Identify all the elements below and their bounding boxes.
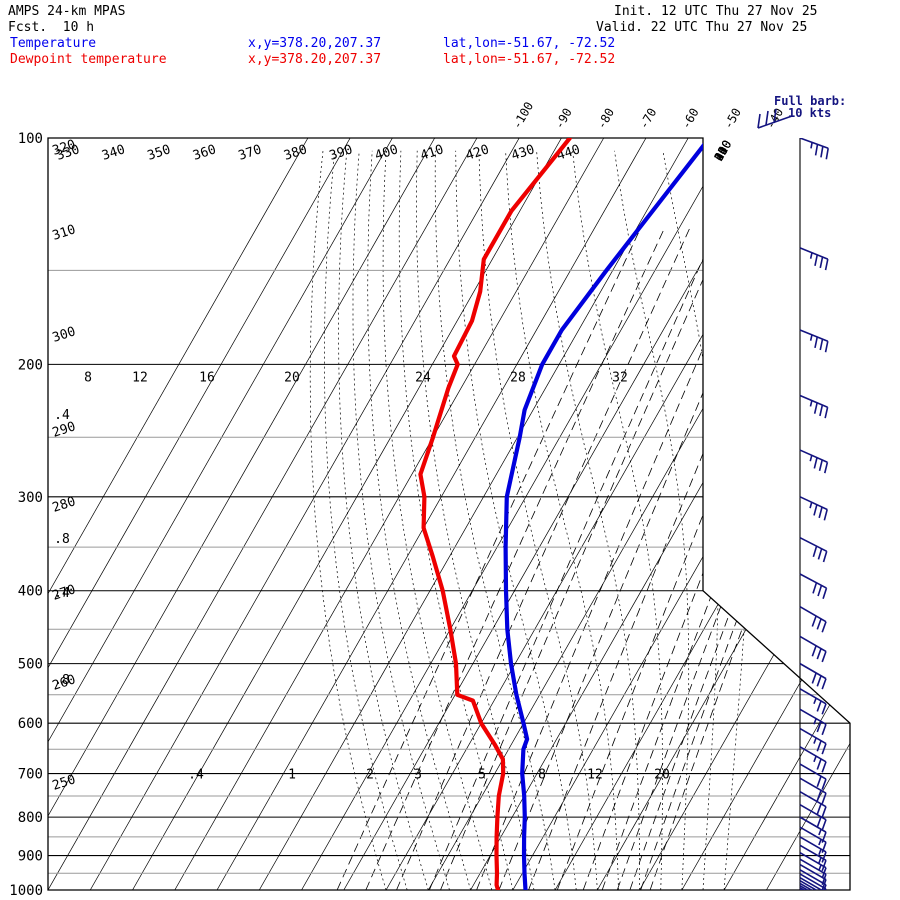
- top-temp-label: -70: [636, 106, 659, 132]
- right-temp-label: 40: [711, 144, 730, 164]
- moist-adiabat-lines: [309, 150, 752, 890]
- mixing-ratio-label: .4: [54, 408, 70, 423]
- mixing-ratio-label: 2: [366, 768, 374, 783]
- pressure-label: 500: [18, 657, 43, 673]
- mixing-ratio-label: 3: [414, 768, 422, 783]
- right-temp-label: 20: [711, 144, 730, 164]
- plot-frame: [47, 137, 851, 891]
- pressure-label: 800: [18, 810, 43, 826]
- dewpoint-latlon: lat,lon=-51.67, -72.52: [443, 52, 616, 67]
- theta-left-labels: 320 310 300 290 280 270 260 250: [51, 137, 78, 794]
- mixing-ratio-label: 8: [538, 768, 546, 783]
- mixing-ratio-label: 5: [478, 768, 486, 783]
- isobar-lines: [48, 137, 850, 891]
- mixing-ratio-label: 20: [284, 370, 300, 385]
- right-temp-label: 30: [711, 144, 730, 164]
- pressure-label: 400: [18, 584, 43, 600]
- right-temp-label: 10: [711, 144, 730, 164]
- theta-e-top-labels: 330 340 350 360 370 380 390 400 410 420 430 440: [55, 142, 582, 164]
- pressure-label: 300: [18, 490, 43, 506]
- temperature-latlon: lat,lon=-51.67, -72.52: [443, 36, 616, 51]
- pressure-label: 900: [18, 849, 43, 865]
- theta-e-label: 410: [419, 142, 446, 164]
- mixing-ratio-label: 28: [510, 370, 526, 385]
- theta-label: 290: [51, 419, 78, 441]
- mixing-ratio-label: 16: [199, 370, 215, 385]
- pressure-label: 1000: [9, 883, 43, 899]
- top-temp-label: -100: [510, 99, 537, 131]
- pressure-label: 700: [18, 767, 43, 783]
- top-temp-label: -80: [594, 106, 617, 132]
- theta-label: 310: [51, 222, 78, 244]
- forecast-hour: Fcst. 10 h: [8, 20, 95, 35]
- dry-adiabat-lines: [888, 138, 900, 890]
- wind-key-line2: 10 kts: [788, 106, 831, 120]
- mixing-ratio-label: 12: [132, 370, 148, 385]
- pressure-axis-labels: 100 200 300 400 500 600 700 800 900 1000: [9, 131, 43, 899]
- mixing-ratio-label: 32: [612, 370, 628, 385]
- wind-key-line1: Full barb:: [774, 94, 846, 108]
- theta-label: 280: [51, 494, 78, 516]
- wind-barb-key: Full barb: 10 kts: [757, 94, 846, 129]
- mixing-ratio-lines: [336, 228, 850, 890]
- theta-e-label: 340: [100, 142, 127, 164]
- theta-e-label: 330: [55, 142, 82, 164]
- pressure-label: 600: [18, 716, 43, 732]
- theta-label: 260: [51, 672, 78, 694]
- theta-e-label: 360: [191, 142, 218, 164]
- mixing-ratio-label: .4: [54, 586, 70, 601]
- theta-label: 270: [51, 582, 78, 604]
- mixing-ratio-labels: 8 12 16 20 24 28 32.4 1 2 3 5 8 12 20.4.8.4.8: [54, 370, 670, 782]
- wind-barbs: [799, 138, 829, 890]
- pressure-label: 100: [18, 131, 43, 147]
- temperature-legend-label: Temperature: [10, 36, 97, 51]
- dewpoint-trace: [418, 138, 572, 890]
- mixing-ratio-label: 20: [654, 768, 670, 783]
- dewpoint-xy: x,y=378.20,207.37: [248, 52, 382, 67]
- theta-e-label: 430: [510, 142, 537, 164]
- mixing-ratio-label: 8: [84, 370, 92, 385]
- top-temperature-labels: -100 -90 -80 -70 -60 -50 -40: [510, 99, 787, 131]
- mixing-ratio-label: .4: [188, 768, 204, 783]
- top-temp-label: -90: [552, 106, 575, 132]
- theta-e-label: 400: [373, 142, 400, 164]
- theta-e-label: 420: [464, 142, 491, 164]
- mixing-ratio-label: 12: [587, 768, 603, 783]
- theta-e-label: 370: [237, 142, 264, 164]
- mixing-ratio-label: 24: [415, 370, 431, 385]
- valid-time: Valid. 22 UTC Thu 27 Nov 25: [596, 20, 808, 35]
- model-title: AMPS 24-km MPAS: [8, 4, 126, 19]
- theta-label: 320: [51, 137, 78, 159]
- isotherm-lines: [48, 138, 850, 890]
- mixing-ratio-label: .8: [54, 673, 70, 688]
- theta-label: 300: [51, 324, 78, 346]
- theta-label: 250: [51, 772, 78, 794]
- mixing-ratio-label: .8: [54, 532, 70, 547]
- top-temp-label: -50: [721, 106, 744, 132]
- temperature-trace: [503, 138, 712, 890]
- init-time: Init. 12 UTC Thu 27 Nov 25: [614, 4, 818, 19]
- mixing-ratio-label: 1: [288, 768, 296, 783]
- theta-e-label: 350: [146, 142, 173, 164]
- theta-e-label: 390: [328, 142, 355, 164]
- top-temp-label: -60: [679, 106, 702, 132]
- pressure-label: 200: [18, 357, 43, 373]
- dewpoint-legend-label: Dewpoint temperature: [10, 52, 167, 67]
- temperature-xy: x,y=378.20,207.37: [248, 36, 382, 51]
- theta-e-label: 380: [282, 142, 309, 164]
